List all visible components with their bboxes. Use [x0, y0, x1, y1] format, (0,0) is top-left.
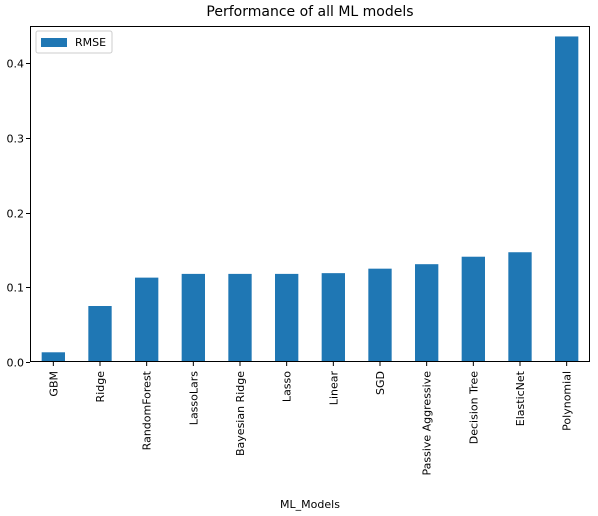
x-tick-label: Decision Tree	[467, 371, 480, 444]
legend-label: RMSE	[75, 36, 106, 49]
x-axis: GBM Ridge RandomForest LassoLars Bayesian Ri…	[47, 362, 574, 476]
bar	[181, 273, 205, 362]
y-tick-label: 0.1	[7, 282, 25, 295]
bar	[228, 273, 252, 362]
bar	[368, 268, 392, 362]
x-tick-label: LassoLars	[187, 371, 200, 425]
y-tick-label: 0.2	[7, 208, 25, 221]
bars	[41, 36, 579, 362]
y-tick-label: 0.3	[7, 133, 25, 146]
y-tick-label: 0.4	[7, 58, 25, 71]
x-tick-label: Ridge	[94, 371, 107, 403]
legend-swatch	[41, 38, 67, 47]
bar	[275, 273, 299, 362]
bar	[555, 36, 579, 362]
y-tick-label: 0.0	[7, 357, 25, 370]
bar	[88, 306, 112, 362]
x-tick-label: Lasso	[281, 371, 294, 402]
legend: RMSE	[35, 30, 113, 54]
bar	[415, 264, 439, 362]
x-tick-label: ElasticNet	[514, 370, 527, 426]
x-tick-label: Bayesian Ridge	[234, 371, 247, 456]
bar	[321, 273, 345, 362]
chart-title: Performance of all ML models	[206, 4, 413, 20]
x-axis-label: ML_Models	[280, 498, 340, 511]
x-tick-label: Polynomial	[561, 371, 574, 431]
x-tick-label: Linear	[327, 371, 340, 406]
x-tick-label: RandomForest	[141, 370, 154, 450]
bar	[461, 256, 485, 362]
plot-frame	[30, 26, 590, 362]
x-tick-label: SGD	[374, 371, 387, 395]
bar	[135, 277, 159, 362]
y-axis: 0.0 0.1 0.2 0.3 0.4	[7, 58, 30, 370]
x-tick-label: Passive Aggressive	[421, 371, 434, 476]
bar	[508, 252, 532, 362]
legend-box	[35, 30, 113, 54]
x-tick-label: GBM	[47, 371, 60, 397]
bar	[41, 352, 65, 362]
